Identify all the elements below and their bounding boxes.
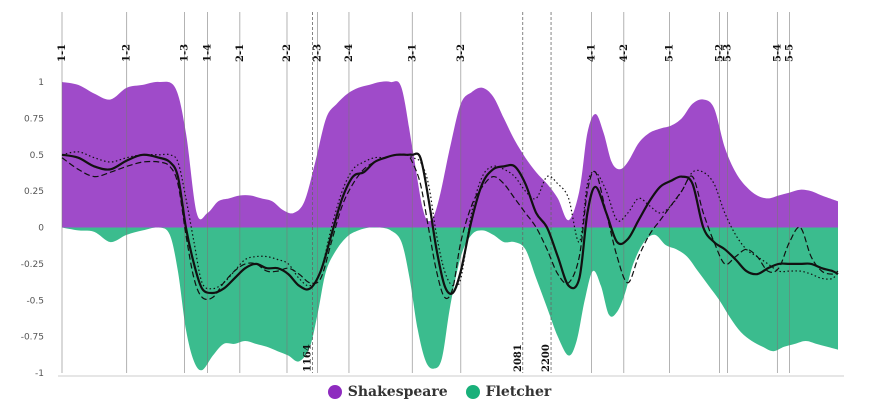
scene-label: 2-4 bbox=[344, 44, 355, 62]
scene-label: 1-4 bbox=[203, 44, 214, 62]
scene-label: 5-1 bbox=[665, 44, 676, 62]
y-tick-label: 0 bbox=[38, 224, 44, 234]
y-tick-label: -0.5 bbox=[26, 296, 44, 306]
scene-label: 2-1 bbox=[235, 44, 246, 62]
y-tick-label: -0.25 bbox=[21, 260, 44, 270]
area-fletcher bbox=[62, 227, 838, 371]
y-tick-label: 0.25 bbox=[24, 187, 44, 197]
scene-label: 2-2 bbox=[282, 44, 293, 62]
y-tick-label: -1 bbox=[35, 369, 44, 379]
scene-label: 5-5 bbox=[785, 44, 796, 62]
area-layer bbox=[62, 81, 838, 371]
legend-item-fletcher[interactable]: Fletcher bbox=[465, 384, 552, 400]
scene-label: 5-3 bbox=[723, 44, 734, 62]
y-tick-label: 0.5 bbox=[30, 151, 44, 161]
scene-label: 1-1 bbox=[57, 44, 68, 62]
legend-item-shakespeare[interactable]: Shakespeare bbox=[327, 384, 448, 400]
scene-label: 4-2 bbox=[619, 44, 630, 62]
line-solid bbox=[61, 152, 839, 295]
scene-label: 2-3 bbox=[312, 44, 323, 62]
legend-swatch-fletcher bbox=[465, 385, 480, 399]
legend-label-shakespeare: Shakespeare bbox=[347, 384, 448, 400]
marker-label: 2200 bbox=[541, 344, 552, 372]
marker-label: 1164 bbox=[303, 344, 314, 372]
legend: Shakespeare Fletcher bbox=[0, 384, 879, 400]
legend-label-fletcher: Fletcher bbox=[485, 384, 552, 400]
y-tick-label: 1 bbox=[38, 78, 44, 88]
marker-label: 2081 bbox=[513, 344, 524, 372]
line-dotted bbox=[61, 151, 839, 290]
scene-label: 1-3 bbox=[180, 44, 191, 62]
scene-label: 4-1 bbox=[586, 44, 597, 62]
scene-label: 5-2 bbox=[714, 44, 725, 62]
chart-svg: 10.750.50.250-0.25-0.5-0.75-1 1-1 1-2 1-3 1… bbox=[21, 12, 844, 379]
legend-swatch-shakespeare bbox=[327, 385, 342, 399]
area-shakespeare bbox=[62, 81, 838, 228]
y-tick-label: 0.75 bbox=[24, 114, 44, 124]
y-axis: 1 0.75 0.5 0.25 0 -0.25 -0.5 -0.75 -1 bbox=[21, 78, 45, 379]
y-tick-label: -0.75 bbox=[21, 333, 44, 343]
scene-label: 3-1 bbox=[407, 44, 418, 62]
scene-label: 3-2 bbox=[456, 44, 467, 62]
scene-labels: 1-1 1-2 1-3 1-4 2-1 2-2 2-3 2-4 3-1 3-2 4-1 4-2 5-1 5… bbox=[57, 44, 796, 372]
scene-label: 1-2 bbox=[122, 44, 133, 62]
scene-label: 5-4 bbox=[772, 44, 783, 62]
line-layer bbox=[61, 151, 839, 301]
line-dashed bbox=[61, 153, 839, 301]
